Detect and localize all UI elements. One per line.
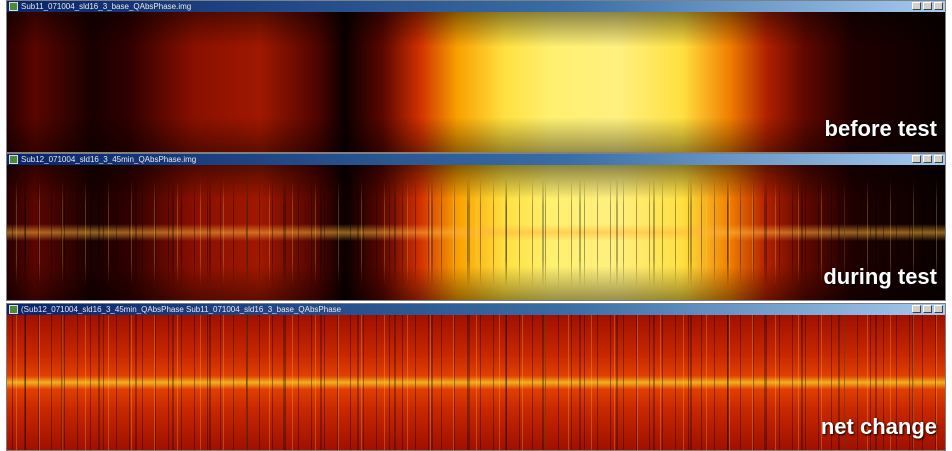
- window-buttons: [912, 2, 943, 10]
- maximize-button[interactable]: [923, 155, 932, 163]
- window-icon: [9, 2, 18, 11]
- difference-image: net change: [7, 315, 945, 450]
- maximize-button[interactable]: [923, 305, 932, 313]
- image-window: Sub12_071004_sld16_3_45min_QAbsPhase.img…: [6, 153, 946, 301]
- image-label: before test: [825, 116, 937, 142]
- window-icon: [9, 155, 18, 164]
- window-title: Sub11_071004_sld16_3_base_QAbsPhase.img: [21, 1, 191, 12]
- window-title: Sub12_071004_sld16_3_45min_QAbsPhase.img: [21, 154, 196, 165]
- title-bar: (Sub12_071004_sld16_3_45min_QAbsPhase Su…: [7, 304, 945, 315]
- image-label: net change: [821, 414, 937, 440]
- shading: [7, 12, 945, 152]
- image-label: during test: [823, 264, 937, 290]
- title-bar: Sub11_071004_sld16_3_base_QAbsPhase.img: [7, 1, 945, 12]
- image-window: Sub11_071004_sld16_3_base_QAbsPhase.img …: [6, 0, 946, 153]
- phase-image: before test: [7, 12, 945, 152]
- shading: [7, 165, 945, 300]
- image-window: (Sub12_071004_sld16_3_45min_QAbsPhase Su…: [6, 303, 946, 451]
- maximize-button[interactable]: [923, 2, 932, 10]
- window-buttons: [912, 155, 943, 163]
- window-title: (Sub12_071004_sld16_3_45min_QAbsPhase Su…: [21, 304, 341, 315]
- title-bar: Sub12_071004_sld16_3_45min_QAbsPhase.img: [7, 154, 945, 165]
- close-button[interactable]: [934, 2, 943, 10]
- window-icon: [9, 305, 18, 314]
- minimize-button[interactable]: [912, 305, 921, 313]
- close-button[interactable]: [934, 305, 943, 313]
- window-buttons: [912, 305, 943, 313]
- phase-image: during test: [7, 165, 945, 300]
- streaks: [7, 315, 945, 450]
- desktop: Sub11_071004_sld16_3_base_QAbsPhase.img …: [0, 0, 952, 451]
- minimize-button[interactable]: [912, 155, 921, 163]
- minimize-button[interactable]: [912, 2, 921, 10]
- close-button[interactable]: [934, 155, 943, 163]
